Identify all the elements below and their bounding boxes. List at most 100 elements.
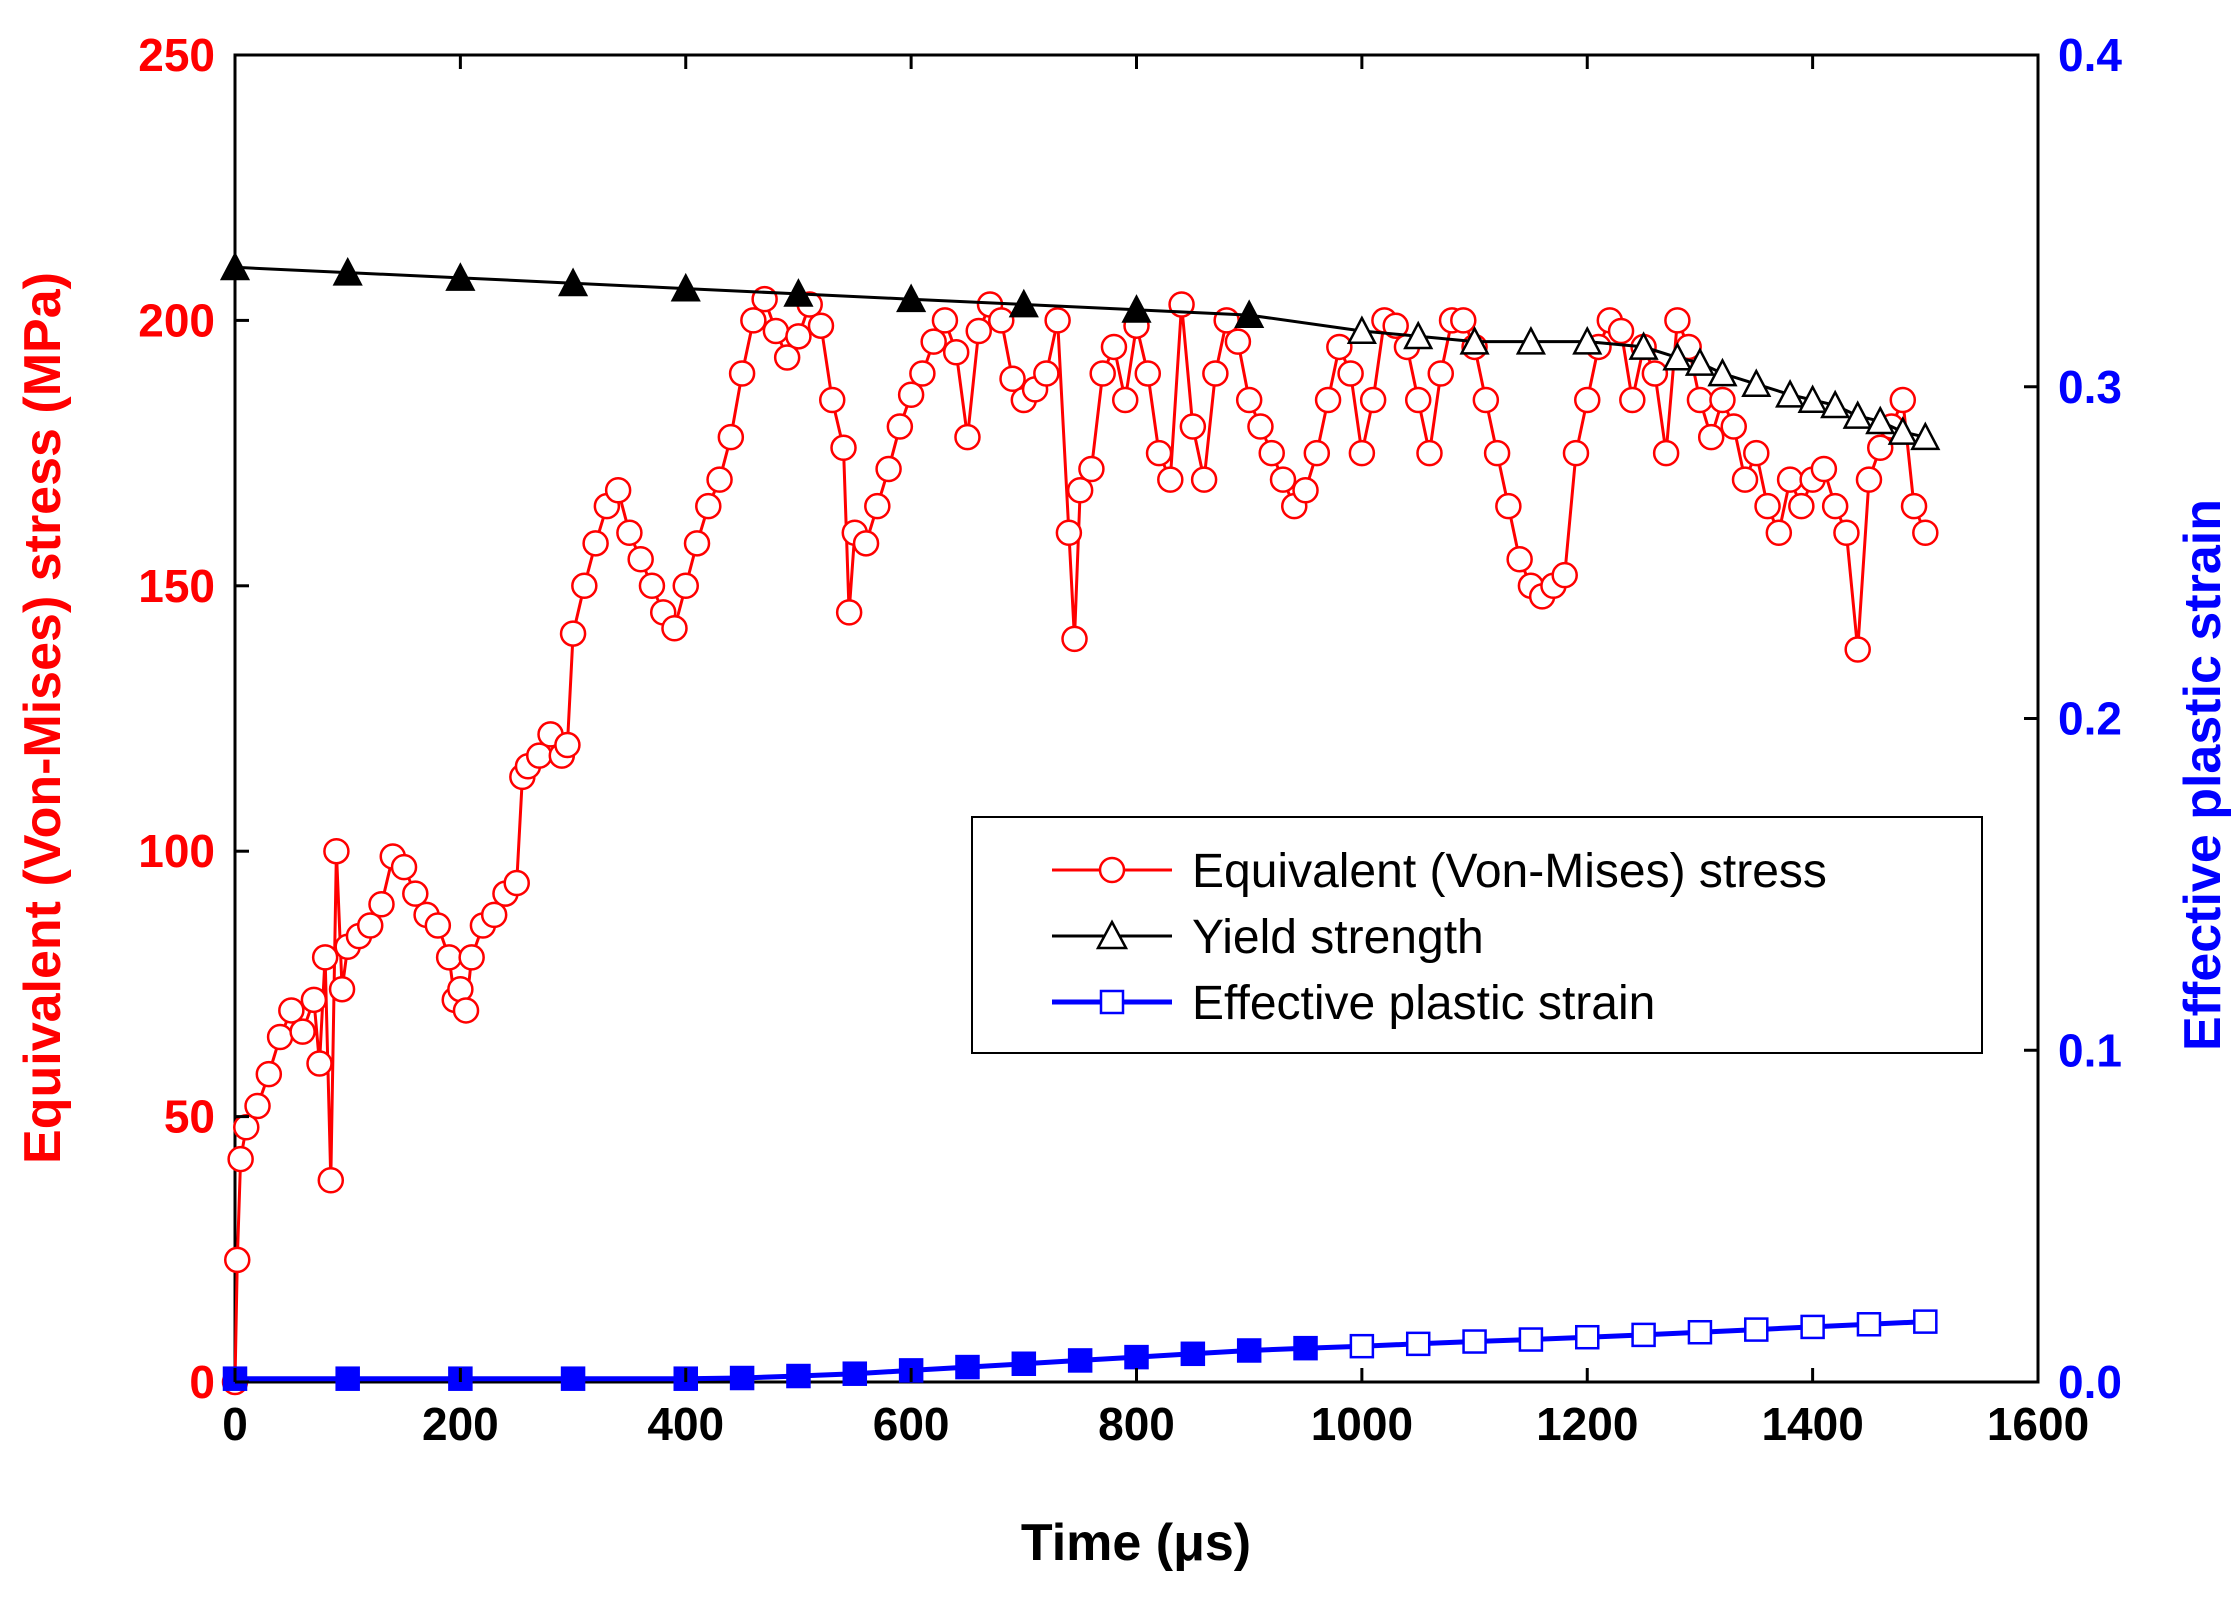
y2-tick-label: 0.3 xyxy=(2058,361,2122,413)
data-point xyxy=(503,869,530,897)
data-point xyxy=(1346,315,1377,344)
data-point xyxy=(1720,413,1747,440)
data-point xyxy=(955,1354,980,1380)
data-point xyxy=(988,307,1015,334)
data-point xyxy=(965,317,992,345)
data-point xyxy=(920,328,947,355)
data-point xyxy=(1810,455,1838,483)
data-point xyxy=(1258,439,1285,467)
data-point xyxy=(1124,1344,1149,1370)
data-point xyxy=(1033,360,1060,387)
data-point xyxy=(1089,360,1116,387)
data-point xyxy=(1821,492,1849,520)
data-point xyxy=(1234,299,1265,329)
data-point xyxy=(1662,341,1693,371)
y-tick-label: 200 xyxy=(138,294,215,346)
data-point xyxy=(1754,492,1781,520)
y-tick-label: 150 xyxy=(138,560,215,612)
data-point xyxy=(1134,360,1162,387)
data-point xyxy=(1842,400,1873,429)
data-point xyxy=(1797,384,1828,413)
data-point xyxy=(1061,625,1088,653)
data-point xyxy=(335,1366,360,1391)
data-point xyxy=(706,466,733,493)
data-point xyxy=(1866,434,1894,462)
data-point xyxy=(999,365,1026,393)
data-point xyxy=(1865,405,1896,435)
data-point xyxy=(1697,423,1725,451)
data-point xyxy=(227,1145,254,1173)
x-tick-label: 400 xyxy=(647,1398,724,1450)
data-point xyxy=(1912,519,1939,546)
data-point xyxy=(480,901,508,929)
data-point xyxy=(1506,546,1533,573)
y-axis-title: Equivalent (Von-Mises) stress (MPa) xyxy=(14,272,72,1164)
data-point xyxy=(1518,1327,1544,1352)
data-point xyxy=(1224,328,1252,355)
data-point xyxy=(1055,519,1083,546)
data-point xyxy=(1416,439,1443,467)
data-point xyxy=(954,423,981,451)
data-point xyxy=(1910,421,1941,451)
data-point xyxy=(390,853,418,881)
data-point xyxy=(1483,439,1511,467)
data-point xyxy=(1562,439,1590,467)
data-point xyxy=(1664,307,1691,334)
data-point xyxy=(1800,1314,1825,1340)
legend-entry-strain: Effective plastic strain xyxy=(1052,977,1655,1030)
data-point xyxy=(1551,561,1578,589)
data-point xyxy=(1011,1351,1037,1377)
data-point xyxy=(435,944,463,971)
data-point xyxy=(1145,439,1173,467)
data-point xyxy=(1707,357,1738,387)
data-point xyxy=(875,455,902,483)
data-point xyxy=(1293,1335,1318,1361)
data-point xyxy=(1855,466,1883,493)
data-point xyxy=(278,997,305,1024)
x-tick-label: 800 xyxy=(1098,1398,1175,1450)
data-point xyxy=(1495,492,1522,520)
x-axis-title: Time (μs) xyxy=(1021,1514,1251,1572)
data-point xyxy=(909,360,936,387)
data-point xyxy=(1887,416,1918,445)
data-point xyxy=(1269,466,1297,493)
y-tick-label: 250 xyxy=(138,29,215,81)
data-point xyxy=(582,530,609,557)
data-point xyxy=(729,1365,755,1391)
y2-tick-label: 0.2 xyxy=(2058,693,2122,745)
data-point xyxy=(638,572,666,600)
data-point xyxy=(1403,320,1434,350)
x-tick-label: 0 xyxy=(222,1398,248,1450)
data-point xyxy=(785,323,812,350)
data-point xyxy=(1427,360,1455,387)
data-point xyxy=(1741,368,1772,398)
data-point xyxy=(695,492,722,520)
legend: Equivalent (Von-Mises) stress Yield stre… xyxy=(971,816,1983,1054)
data-point xyxy=(266,1023,294,1051)
data-point xyxy=(616,519,643,546)
data-point xyxy=(1326,333,1353,361)
data-point xyxy=(557,267,589,297)
x-tick-label: 1200 xyxy=(1536,1398,1638,1450)
legend-label-yield: Yield strength xyxy=(1192,911,1484,964)
data-point xyxy=(445,262,476,291)
data-point xyxy=(1121,294,1152,323)
data-point xyxy=(560,1366,586,1391)
plot-frame xyxy=(233,53,2040,1384)
legend-marker-strain xyxy=(1099,989,1125,1015)
data-point xyxy=(1889,386,1917,414)
data-point xyxy=(402,880,429,907)
data-point xyxy=(864,492,891,520)
data-point xyxy=(1359,386,1387,414)
data-point xyxy=(1008,288,1039,318)
data-point xyxy=(311,944,339,971)
y2-tick-label: 0.0 xyxy=(2058,1356,2122,1408)
data-point xyxy=(300,986,328,1014)
data-point xyxy=(1180,1341,1206,1367)
data-point xyxy=(896,283,927,313)
data-point xyxy=(1462,1329,1487,1354)
data-point xyxy=(452,997,480,1024)
data-point xyxy=(1314,386,1342,414)
data-point xyxy=(740,307,767,334)
data-point xyxy=(1450,307,1477,334)
